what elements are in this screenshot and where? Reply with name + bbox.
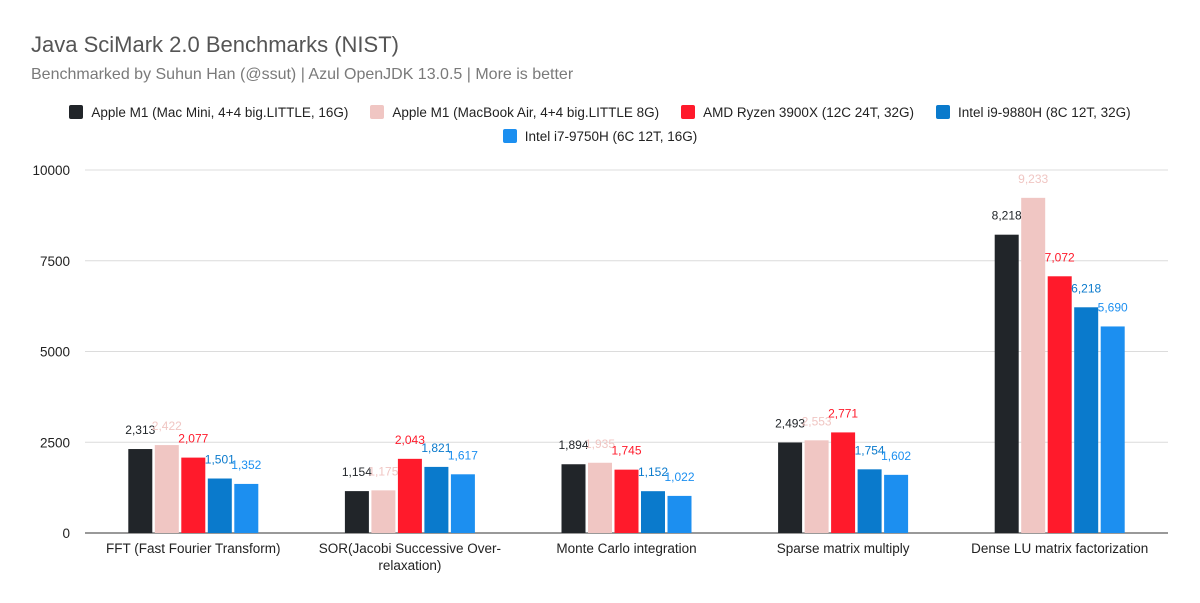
y-tick-label: 5000 [40, 345, 70, 360]
chart-subtitle: Benchmarked by Suhun Han (@ssut) | Azul … [31, 66, 574, 83]
legend-label-5: Intel i7-9750H (6C 12T, 16G) [524, 128, 698, 144]
y-tick-label: 7500 [40, 254, 70, 269]
data-label: 1,154 [342, 465, 372, 479]
data-label: 2,771 [828, 406, 858, 420]
bar [207, 478, 232, 533]
data-label: 6,218 [1071, 281, 1101, 295]
bar [857, 469, 882, 533]
bar [128, 449, 153, 533]
data-label: 1,894 [558, 438, 588, 452]
data-label: 1,754 [855, 443, 885, 457]
legend-item-2: Apple M1 (MacBook Air, 4+4 big.LITTLE 8G… [370, 105, 659, 120]
data-label: 2,493 [775, 417, 805, 431]
legend-item-4: Intel i9-9880H (8C 12T, 32G) [936, 105, 1131, 120]
legend-label-2: Apple M1 (MacBook Air, 4+4 big.LITTLE 8G… [392, 104, 660, 120]
bar [181, 457, 206, 533]
legend-row-1: Apple M1 (Mac Mini, 4+4 big.LITTLE, 16G)… [0, 100, 1200, 124]
x-tick-label: relaxation) [378, 558, 441, 573]
legend-swatch-3 [681, 105, 696, 119]
legend: Apple M1 (Mac Mini, 4+4 big.LITTLE, 16G)… [0, 100, 1200, 148]
chart-title: Java SciMark 2.0 Benchmarks (NIST) [31, 32, 399, 57]
x-tick-label: Sparse matrix multiply [777, 541, 910, 556]
bar [641, 491, 665, 533]
y-tick-label: 10000 [32, 163, 70, 178]
bar [561, 464, 586, 533]
x-tick-label: Monte Carlo integration [556, 541, 696, 556]
bar [424, 466, 449, 533]
x-tick-label: SOR(Jacobi Successive Over- [319, 541, 501, 556]
legend-row-2: Intel i7-9750H (6C 12T, 16G) [0, 124, 1200, 148]
bar [1100, 326, 1125, 533]
data-label: 1,022 [664, 470, 694, 484]
bar [371, 490, 396, 533]
data-label: 2,553 [802, 414, 832, 428]
bar [667, 495, 692, 533]
data-label: 7,072 [1045, 250, 1075, 264]
data-label: 1,821 [421, 441, 451, 455]
data-label: 8,218 [992, 209, 1022, 223]
legend-swatch-5 [502, 129, 517, 143]
data-label: 1,352 [231, 458, 261, 472]
bar [1021, 197, 1046, 533]
bar [397, 458, 422, 533]
data-label: 5,690 [1098, 300, 1128, 314]
bar [234, 483, 259, 533]
bar [804, 440, 829, 533]
data-label: 1,175 [368, 464, 398, 478]
legend-item-5: Intel i7-9750H (6C 12T, 16G) [502, 128, 698, 144]
legend-label-3: AMD Ryzen 3900X (12C 24T, 32G) [703, 104, 914, 120]
legend-label-1: Apple M1 (Mac Mini, 4+4 big.LITTLE, 16G) [91, 104, 349, 120]
legend-swatch-4 [936, 105, 950, 119]
bar [154, 445, 179, 533]
legend-swatch-1 [69, 105, 84, 119]
x-tick-label: FFT (Fast Fourier Transform) [106, 541, 281, 556]
bar [588, 462, 612, 533]
legend-swatch-2 [370, 105, 385, 119]
legend-item-3: AMD Ryzen 3900X (12C 24T, 32G) [681, 105, 914, 120]
bar [994, 234, 1019, 534]
legend-label-4: Intel i9-9880H (8C 12T, 32G) [958, 104, 1131, 120]
data-label: 9,233 [1018, 172, 1048, 186]
bar [1047, 276, 1072, 533]
y-tick-label: 2500 [40, 435, 70, 450]
bar [450, 474, 475, 533]
data-label: 2,313 [125, 423, 155, 437]
data-label: 2,077 [178, 432, 208, 446]
legend-item-1: Apple M1 (Mac Mini, 4+4 big.LITTLE, 16G) [69, 105, 348, 120]
data-label: 1,602 [881, 449, 911, 463]
bar [344, 491, 369, 533]
y-tick-label: 0 [62, 526, 70, 541]
bar [614, 469, 639, 533]
data-label: 1,745 [611, 444, 641, 458]
x-tick-label: Dense LU matrix factorization [971, 541, 1148, 556]
bar [831, 432, 856, 533]
data-label: 1,935 [585, 437, 615, 451]
data-label: 1,152 [638, 465, 668, 479]
data-label: 1,617 [448, 448, 478, 462]
bar [778, 442, 803, 533]
data-label: 2,043 [395, 433, 425, 447]
bar [884, 474, 909, 533]
bar [1074, 307, 1099, 533]
data-label: 1,501 [205, 453, 235, 467]
data-label: 2,422 [152, 419, 182, 433]
